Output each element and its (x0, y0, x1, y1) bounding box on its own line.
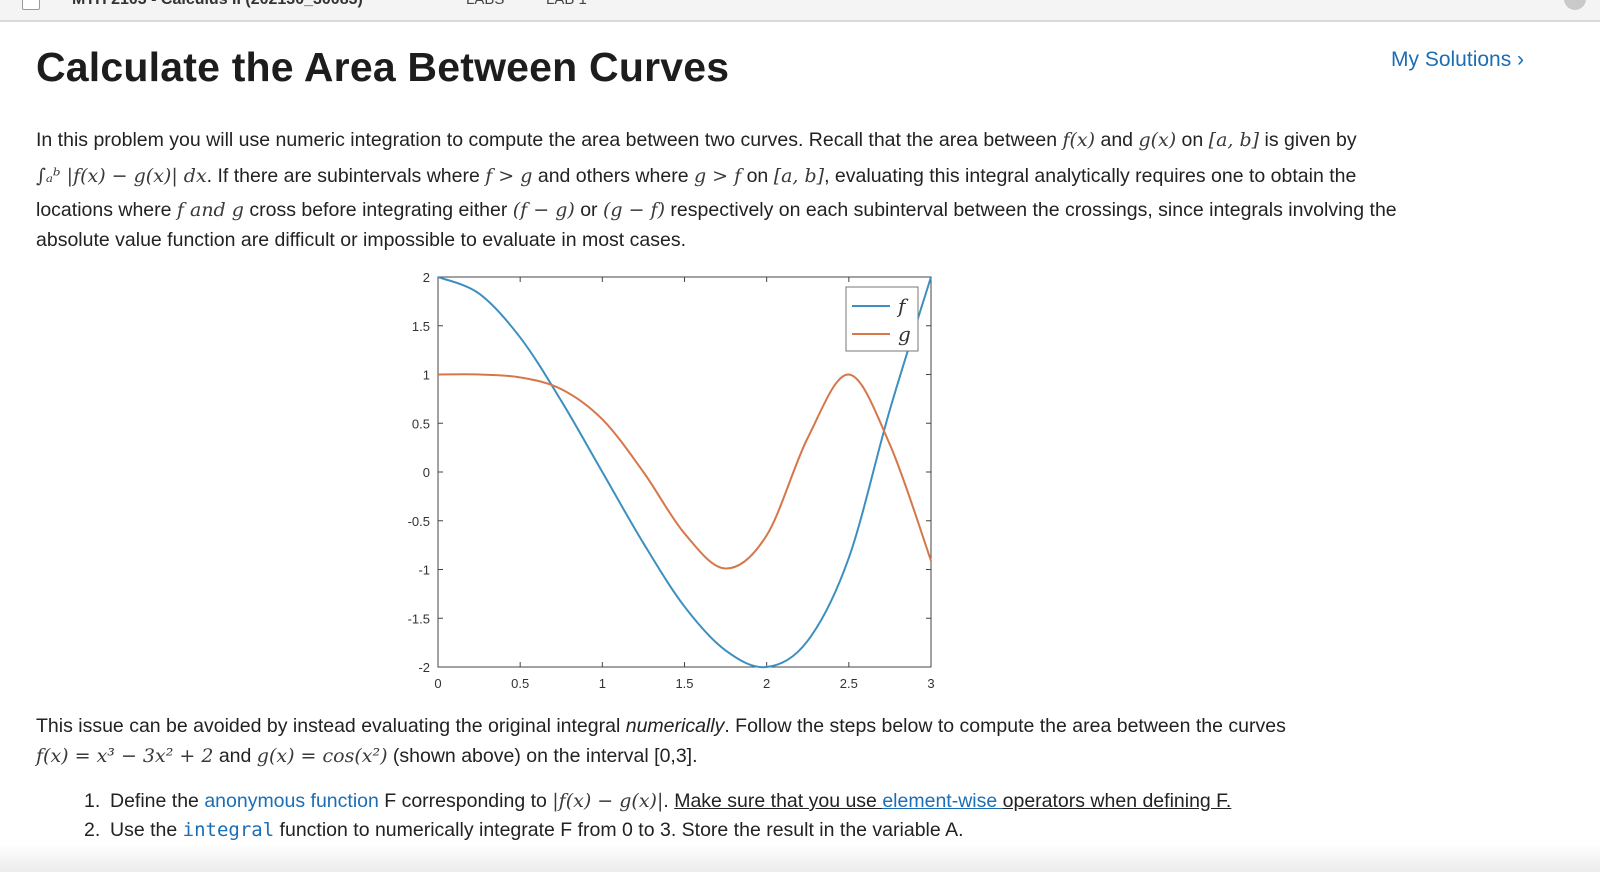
document-icon[interactable] (22, 0, 40, 10)
y-tick-label: 0 (423, 465, 430, 480)
y-tick-label: 1 (423, 368, 430, 383)
y-tick-label: -0.5 (408, 514, 430, 529)
y-tick-label: -2 (418, 660, 430, 675)
y-tick-label: -1 (418, 563, 430, 578)
y-tick-label: 1.5 (412, 319, 430, 334)
integral-function-link[interactable]: integral (182, 819, 275, 841)
x-tick-label: 3 (927, 676, 934, 691)
my-solutions-link[interactable]: My Solutions › (1391, 48, 1525, 71)
step-2: 2. Use the integral function to numerical… (84, 819, 964, 841)
breadcrumb-lab-1[interactable]: LAB 1 (546, 0, 587, 8)
followup-line-2: f(x) = x³ − 3x² + 2 and g(x) = cos(x²) (… (36, 745, 698, 767)
course-title[interactable]: MTH 2103 - Calculus II (202130_30083) (72, 0, 363, 9)
bottom-fade (0, 844, 1600, 872)
y-tick-label: 0.5 (412, 416, 430, 431)
x-tick-label: 0 (434, 676, 441, 691)
x-tick-label: 1.5 (675, 676, 693, 691)
step-1: 1. Define the anonymous function F corres… (84, 790, 1232, 812)
legend-label-g: g (898, 322, 911, 346)
series-line-f (437, 276, 932, 669)
intro-line-1: In this problem you will use numeric int… (36, 129, 1357, 151)
intro-line-3: locations where f and g cross before int… (36, 199, 1397, 221)
anonymous-function-link[interactable]: anonymous function (204, 790, 379, 812)
intro-line-4: absolute value function are difficult or… (36, 229, 686, 251)
curves-chart: 0 0.5 1 1.5 2 2.5 321.510.50-0.5-1-1.5-2fg (408, 270, 935, 691)
element-wise-link[interactable]: element-wise (882, 790, 1003, 812)
x-tick-label: 2.5 (840, 676, 858, 691)
x-tick-label: 0.5 (511, 676, 529, 691)
followup-line-1: This issue can be avoided by instead eva… (36, 715, 1286, 737)
intro-line-2: ∫ₐᵇ |f(x) − g(x)| dx. If there are subin… (36, 165, 1357, 187)
series-line-g (437, 373, 932, 570)
x-tick-label: 2 (763, 676, 770, 691)
breadcrumb-labs[interactable]: LABS (466, 0, 504, 8)
top-navigation-bar: MTH 2103 - Calculus II (202130_30083) LA… (0, 0, 1600, 22)
x-tick-label: 1 (599, 676, 606, 691)
page-title: Calculate the Area Between Curves (36, 44, 730, 90)
legend-box (845, 286, 919, 352)
user-avatar[interactable] (1564, 0, 1586, 10)
y-tick-label: -1.5 (408, 611, 430, 626)
y-tick-label: 2 (423, 270, 430, 285)
